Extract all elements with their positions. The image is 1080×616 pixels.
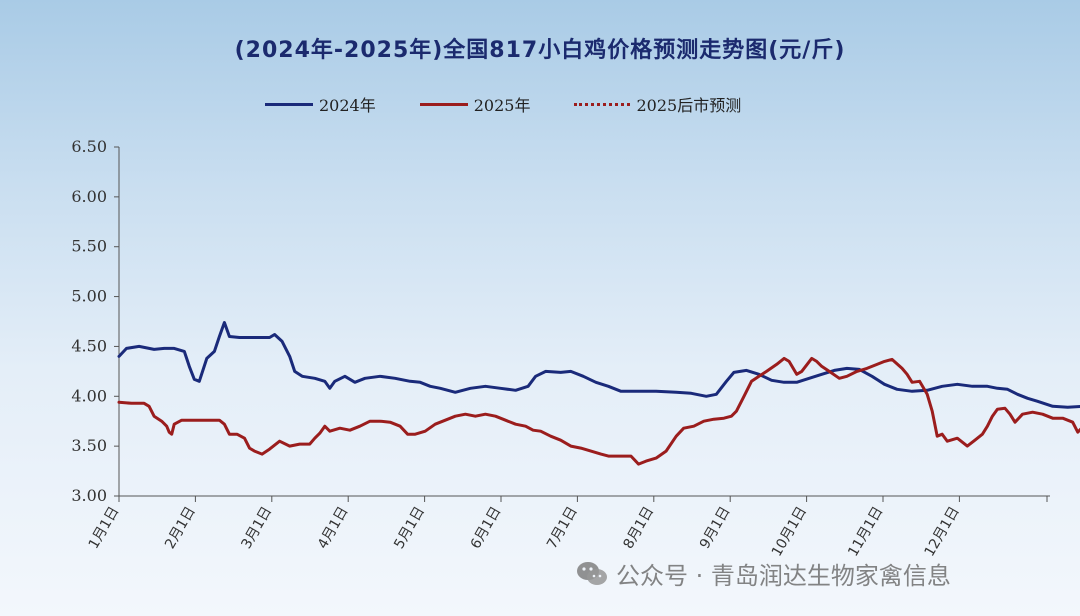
legend-label-2024: 2024年	[319, 96, 376, 115]
chart-axes: 3.00 3.50 4.00 4.50 5.00 5.50 6.00 6.50 1月1日 2月1日…	[71, 137, 1050, 559]
watermark-text: 公众号 · 青岛润达生物家禽信息	[616, 562, 951, 590]
x-tick-label: 11月1日	[845, 504, 886, 559]
series-line-2024	[117, 321, 1080, 409]
legend-item-2025: 2025年	[419, 92, 531, 116]
y-tick-label: 6.00	[71, 187, 107, 206]
y-tick-label: 3.00	[71, 486, 107, 505]
legend-label-2025: 2025年	[473, 96, 531, 115]
x-tick-label: 7月1日	[544, 504, 581, 552]
x-tick-label: 1月1日	[86, 504, 123, 552]
x-tick-label: 12月1日	[922, 504, 963, 559]
y-tick-label: 4.50	[71, 336, 107, 355]
x-tick-label: 10月1日	[769, 504, 810, 559]
series-line-2025	[117, 356, 1080, 466]
y-tick-label: 5.50	[71, 237, 107, 256]
legend-swatch-2025	[419, 102, 468, 106]
y-tick-label: 3.50	[71, 436, 107, 455]
x-tick-label: 3月1日	[238, 504, 275, 552]
x-tick-label: 8月1日	[620, 504, 657, 552]
chart-title: (2024年-2025年)全国817小白鸡价格预测走势图(元/斤)	[234, 38, 846, 63]
legend-item-forecast: 2025后市预测	[574, 92, 741, 116]
x-tick-label: 9月1日	[697, 504, 734, 552]
legend-swatch-forecast	[574, 102, 631, 106]
x-tick-label: 6月1日	[468, 504, 505, 552]
legend-label-forecast: 2025后市预测	[636, 96, 742, 115]
legend-item-2024: 2024年	[265, 92, 376, 116]
y-tick-label: 5.00	[71, 287, 107, 306]
x-tick-label: 4月1日	[315, 504, 352, 552]
y-tick-label: 4.00	[71, 386, 107, 405]
x-tick-label: 5月1日	[391, 504, 428, 552]
y-tick-label: 6.50	[71, 137, 107, 156]
x-tick-label: 2月1日	[162, 504, 199, 552]
watermark: 公众号 · 青岛润达生物家禽信息	[576, 556, 951, 591]
chart-series	[117, 321, 1080, 466]
legend-swatch-2024	[265, 102, 313, 106]
chart-legend: 2024年 2025年 2025后市预测	[265, 92, 785, 116]
wechat-icon	[576, 560, 608, 588]
